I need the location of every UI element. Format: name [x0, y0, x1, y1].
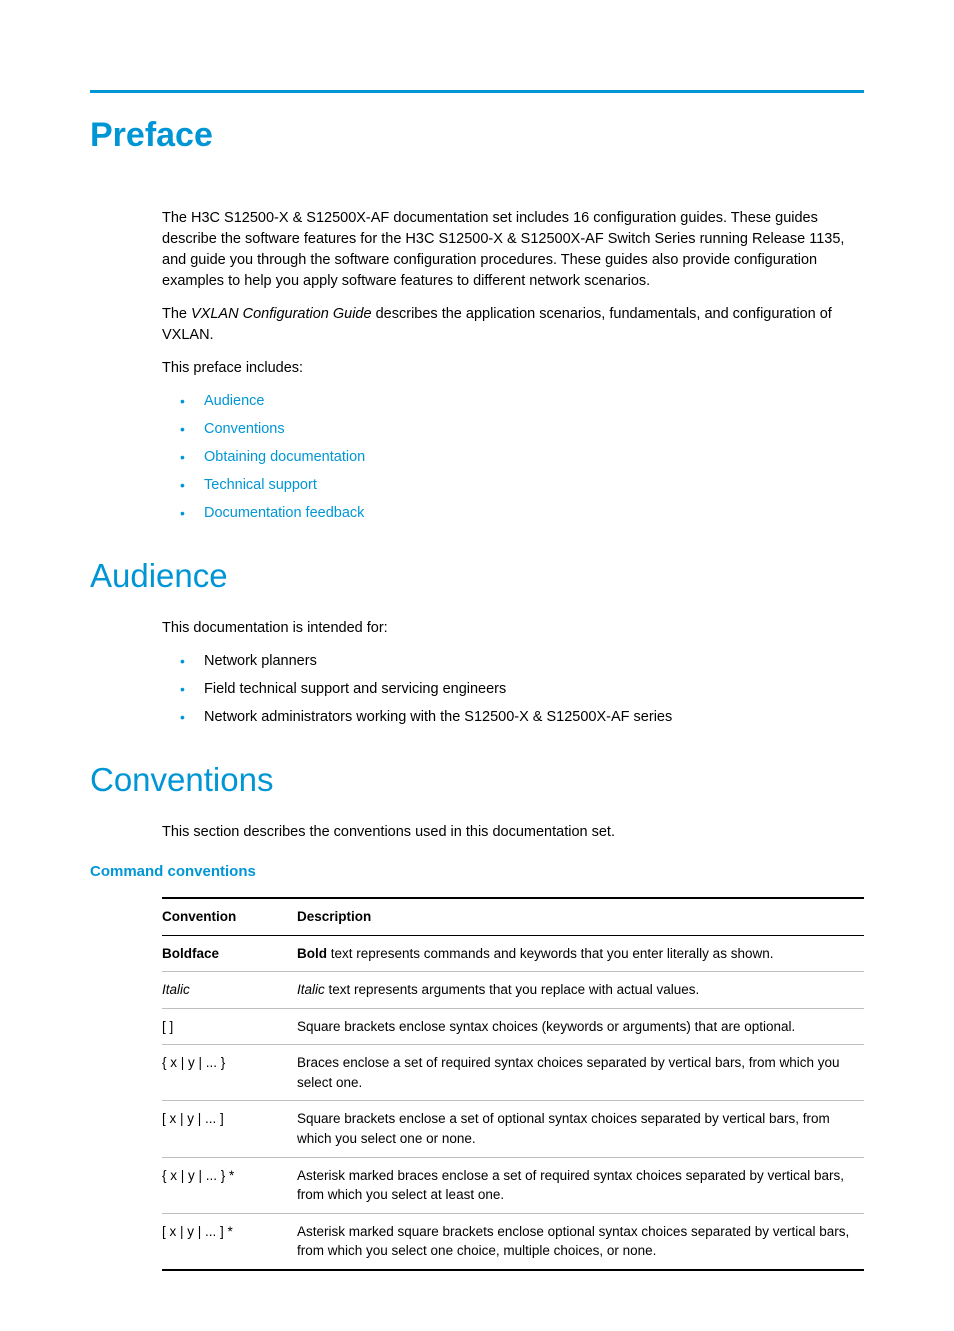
table-row: { x | y | ... } *Asterisk marked braces …: [162, 1157, 864, 1213]
table-cell-description: Italic text represents arguments that yo…: [297, 972, 864, 1009]
toc-list: Audience Conventions Obtaining documentati…: [180, 391, 864, 524]
table-cell-convention: [ ]: [162, 1008, 297, 1045]
table-row: [ x | y | ... ] *Asterisk marked square …: [162, 1213, 864, 1270]
toc-link[interactable]: Conventions: [204, 421, 285, 437]
toc-link[interactable]: Obtaining documentation: [204, 449, 365, 465]
table-cell-description: Square brackets enclose a set of optiona…: [297, 1101, 864, 1157]
toc-link[interactable]: Audience: [204, 393, 264, 409]
table-row: BoldfaceBold text represents commands an…: [162, 935, 864, 972]
audience-intro: This documentation is intended for:: [162, 618, 864, 639]
toc-link[interactable]: Technical support: [204, 477, 317, 493]
toc-item: Documentation feedback: [180, 503, 864, 524]
top-rule: [90, 90, 864, 93]
audience-block: This documentation is intended for:: [162, 618, 864, 639]
table-header-convention: Convention: [162, 898, 297, 935]
intro-paragraph-2: The VXLAN Configuration Guide describes …: [162, 304, 864, 346]
audience-heading: Audience: [90, 552, 864, 600]
list-item: Network planners: [180, 651, 864, 672]
toc-item: Technical support: [180, 475, 864, 496]
intro-block: The H3C S12500-X & S12500X-AF documentat…: [162, 208, 864, 379]
table-cell-convention: Italic: [162, 972, 297, 1009]
list-item: Network administrators working with the …: [180, 707, 864, 728]
table-cell-description: Square brackets enclose syntax choices (…: [297, 1008, 864, 1045]
conventions-block: This section describes the conventions u…: [162, 822, 864, 843]
intro-paragraph-3: This preface includes:: [162, 358, 864, 379]
toc-link[interactable]: Documentation feedback: [204, 505, 364, 521]
conventions-heading: Conventions: [90, 756, 864, 804]
table-cell-description: Asterisk marked square brackets enclose …: [297, 1213, 864, 1270]
intro-p2-prefix: The: [162, 306, 191, 322]
toc-item: Obtaining documentation: [180, 447, 864, 468]
toc-item: Conventions: [180, 419, 864, 440]
list-item: Field technical support and servicing en…: [180, 679, 864, 700]
table-header-description: Description: [297, 898, 864, 935]
table-row: [ ]Square brackets enclose syntax choice…: [162, 1008, 864, 1045]
table-row: { x | y | ... }Braces enclose a set of r…: [162, 1045, 864, 1101]
table-cell-description: Asterisk marked braces enclose a set of …: [297, 1157, 864, 1213]
table-cell-convention: [ x | y | ... ] *: [162, 1213, 297, 1270]
page-title: Preface: [90, 111, 864, 160]
audience-list: Network planners Field technical support …: [180, 651, 864, 728]
table-cell-description: Braces enclose a set of required syntax …: [297, 1045, 864, 1101]
command-conventions-heading: Command conventions: [90, 861, 864, 883]
conventions-intro: This section describes the conventions u…: [162, 822, 864, 843]
table-cell-convention: [ x | y | ... ]: [162, 1101, 297, 1157]
table-header-row: Convention Description: [162, 898, 864, 935]
toc-item: Audience: [180, 391, 864, 412]
table-cell-convention: { x | y | ... }: [162, 1045, 297, 1101]
intro-p2-italic: VXLAN Configuration Guide: [191, 306, 372, 322]
command-conventions-table: Convention Description BoldfaceBold text…: [162, 897, 864, 1271]
table-cell-description: Bold text represents commands and keywor…: [297, 935, 864, 972]
table-row: ItalicItalic text represents arguments t…: [162, 972, 864, 1009]
table-cell-convention: Boldface: [162, 935, 297, 972]
table-row: [ x | y | ... ]Square brackets enclose a…: [162, 1101, 864, 1157]
intro-paragraph-1: The H3C S12500-X & S12500X-AF documentat…: [162, 208, 864, 292]
table-cell-convention: { x | y | ... } *: [162, 1157, 297, 1213]
